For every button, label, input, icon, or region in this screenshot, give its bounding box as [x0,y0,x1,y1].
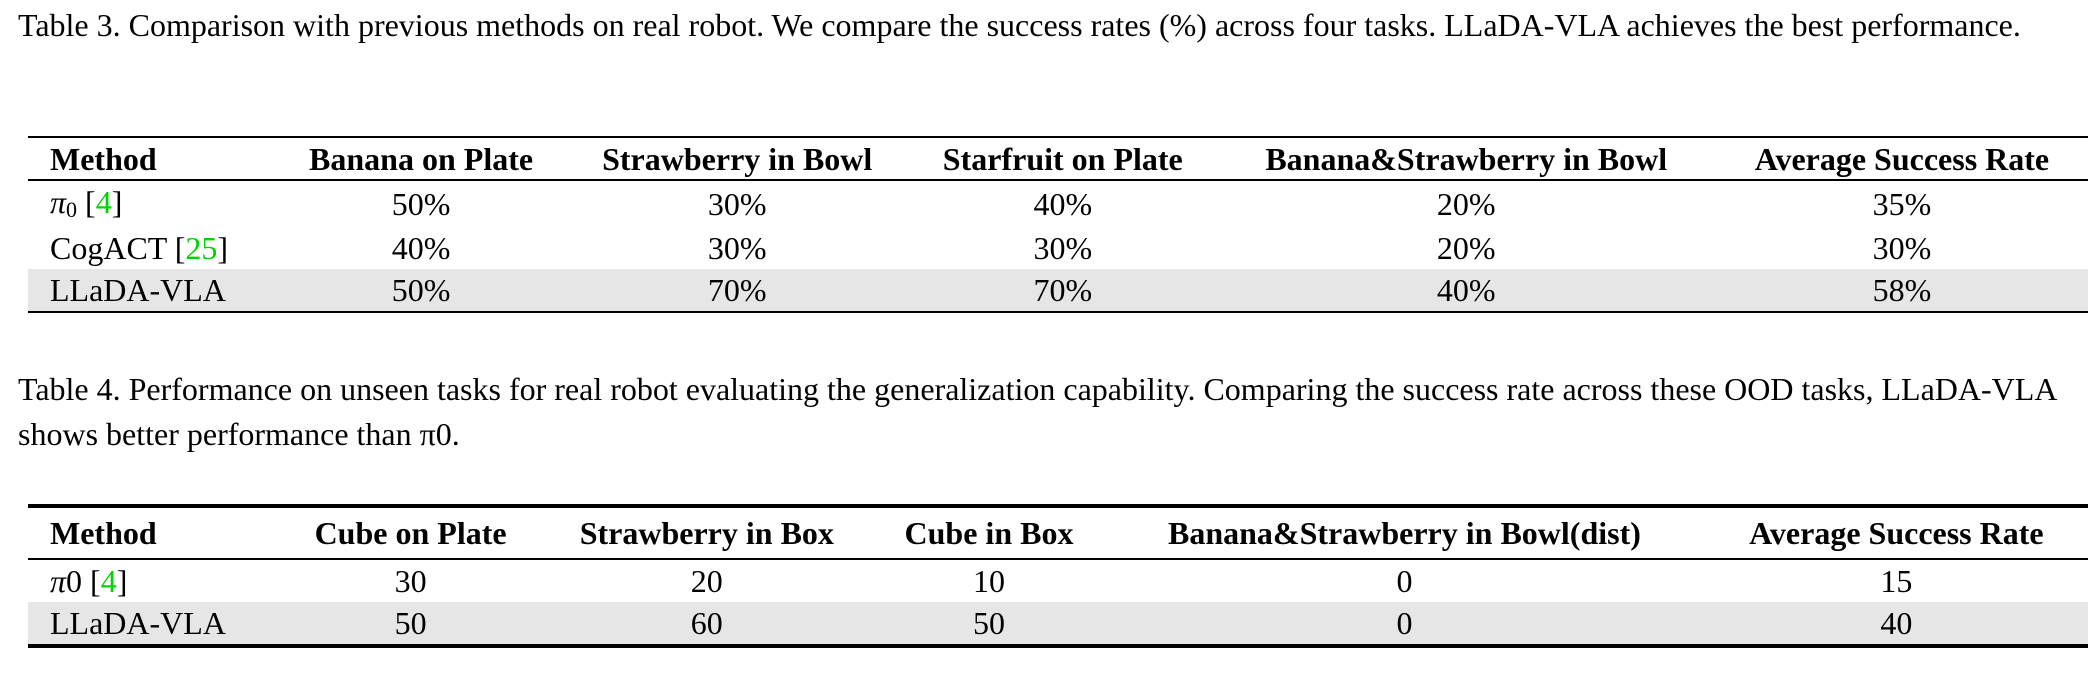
table-cell: 50 [281,602,540,646]
table4-row-llada-vla: LLaDA-VLA 50 60 50 0 40 [28,602,2088,646]
table-cell: 15 [1880,563,1913,599]
method-name: 0 [66,563,83,599]
table4-method-cell: LLaDA-VLA [28,602,282,646]
table3-method-cell: π0 [4] [28,180,277,227]
table3-header-col2: Strawberry in Bowl [602,141,873,177]
table4-header-avg: Average Success Rate [1749,515,2044,551]
table3-header-method: Method [50,141,157,177]
table4-caption: Table 4. Performance on unseen tasks for… [18,371,2056,452]
cite-open: [ [166,230,186,266]
table4-header-row: Method Cube on Plate Strawberry in Box C… [28,506,2088,559]
table-cell: 30% [707,186,767,222]
table-cell: 58% [1715,269,2088,312]
table3-row-pi0: π0 [4] 50% 30% 40% 20% 35% [28,180,2088,227]
citation-link[interactable]: 25 [185,230,218,266]
table3: Method Banana on Plate Strawberry in Bow… [28,136,2088,313]
table-cell: 50 [873,602,1105,646]
table-cell: 30% [1872,230,1932,266]
table-cell: 0 [1396,563,1413,599]
cite-open: [ [77,184,96,220]
table3-method-cell: LLaDA-VLA [28,269,277,312]
table4-header-col1: Cube on Plate [314,515,507,551]
table3-row-cogact: CogACT [25] 40% 30% 30% 20% 30% [28,227,2088,269]
method-symbol: π [50,184,67,220]
method-subscript: 0 [66,197,78,222]
table-cell: 30% [1033,230,1093,266]
cite-close: ] [116,563,128,599]
table-cell: 40 [1704,602,2088,646]
table3-header-col1: Banana on Plate [309,141,534,177]
table-cell: 20 [690,563,723,599]
table-cell: 70% [565,269,909,312]
table-cell: 50% [391,186,451,222]
table3-header-col4: Banana&Strawberry in Bowl [1265,141,1668,177]
table-cell: 20% [1436,230,1496,266]
table3-row-llada-vla: LLaDA-VLA 50% 70% 70% 40% 58% [28,269,2088,312]
table4: Method Cube on Plate Strawberry in Box C… [28,504,2088,648]
citation-link[interactable]: 4 [100,563,117,599]
table4-header-col3: Cube in Box [904,515,1074,551]
table-cell: 20% [1436,186,1496,222]
table3-caption: Table 3. Comparison with previous method… [18,7,2021,43]
table3-header-row: Method Banana on Plate Strawberry in Bow… [28,137,2088,180]
table-cell: 40% [391,230,451,266]
table-cell: 40% [1216,269,1716,312]
citation-link[interactable]: 4 [95,184,112,220]
table3-header-avg: Average Success Rate [1754,141,2050,177]
method-name: CogACT [50,230,167,266]
table-cell: 0 [1104,602,1705,646]
table-cell: 40% [1033,186,1093,222]
table-cell: 50% [276,269,566,312]
table4-header-col2: Strawberry in Box [579,515,834,551]
cite-open: [ [82,563,101,599]
table-cell: 30% [707,230,767,266]
table-cell: 10 [972,563,1005,599]
table-cell: 60 [539,602,874,646]
table3-header-col3: Starfruit on Plate [942,141,1183,177]
table3-method-cell: CogACT [25] [28,227,277,269]
table4-method-cell: π0 [4] [28,559,281,602]
table-cell: 30 [394,563,427,599]
table-cell: 70% [908,269,1217,312]
table4-header-method: Method [50,515,157,551]
table-cell: 35% [1872,186,1932,222]
table4-header-col4: Banana&Strawberry in Bowl(dist) [1167,515,1641,551]
cite-close: ] [217,230,229,266]
table4-row-pi0: π0 [4] 30 20 10 0 15 [28,559,2088,602]
method-symbol: π [50,563,67,599]
cite-close: ] [111,184,123,220]
